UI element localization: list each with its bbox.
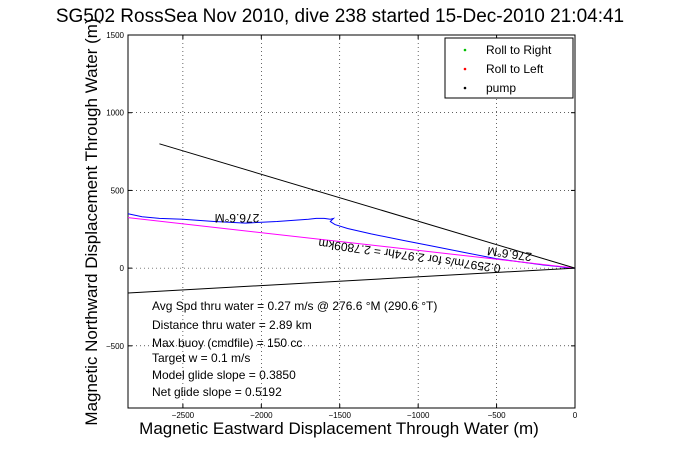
x-tick-label: −500 <box>488 411 507 420</box>
stat-net-glide: Net glide slope = 0.5192 <box>152 385 282 399</box>
series-group <box>127 143 576 294</box>
series-line-3 <box>127 267 576 294</box>
stats-block: Avg Spd thru water = 0.27 m/s @ 276.6 °M… <box>152 299 437 399</box>
legend-label-roll-left: Roll to Left <box>486 62 544 76</box>
legend-marker-pump <box>463 86 467 90</box>
stat-distance: Distance thru water = 2.89 km <box>152 318 312 332</box>
y-tick-label: 500 <box>111 186 125 195</box>
x-axis-ticks: −2500 −2000 −1500 −1000 −500 0 <box>172 35 578 420</box>
stat-model-glide: Model glide slope = 0.3850 <box>152 368 296 382</box>
y-tick-label: 1500 <box>106 31 124 40</box>
y-tick-label: 0 <box>120 264 125 273</box>
series-line-2 <box>159 143 576 269</box>
x-tick-label: −2000 <box>250 411 273 420</box>
x-tick-label: −1000 <box>407 411 430 420</box>
chart-title: SG502 RossSea Nov 2010, dive 238 started… <box>56 6 624 27</box>
legend-label-pump: pump <box>486 81 516 95</box>
legend-marker-roll-left <box>463 67 467 71</box>
x-tick-label: 0 <box>573 411 578 420</box>
stat-max-buoy: Max buoy (cmdfile) = 150 cc <box>152 336 302 350</box>
x-tick-label: −2500 <box>172 411 195 420</box>
legend-box <box>444 37 574 99</box>
y-tick-label: −500 <box>106 342 125 351</box>
heading-label-upper: 276.6°M <box>215 211 260 225</box>
stat-avg-speed: Avg Spd thru water = 0.27 m/s @ 276.6 °M… <box>152 299 437 313</box>
y-axis-ticks: −500 0 500 1000 1500 <box>106 31 575 351</box>
grid-lines <box>128 34 576 408</box>
x-axis-label: Magnetic Eastward Displacement Through W… <box>139 419 539 438</box>
y-tick-label: 1000 <box>106 109 124 118</box>
legend-label-roll-right: Roll to Right <box>486 43 552 57</box>
x-tick-label: −1500 <box>329 411 352 420</box>
stat-target-w: Target w = 0.1 m/s <box>152 351 250 365</box>
heading-label-lower: 276.6°M <box>486 244 532 264</box>
y-axis-label: Magnetic Northward Displacement Through … <box>82 18 101 425</box>
legend: Roll to Right Roll to Left pump <box>444 37 574 99</box>
series-line-1 <box>127 217 576 269</box>
legend-marker-roll-right <box>463 48 467 52</box>
